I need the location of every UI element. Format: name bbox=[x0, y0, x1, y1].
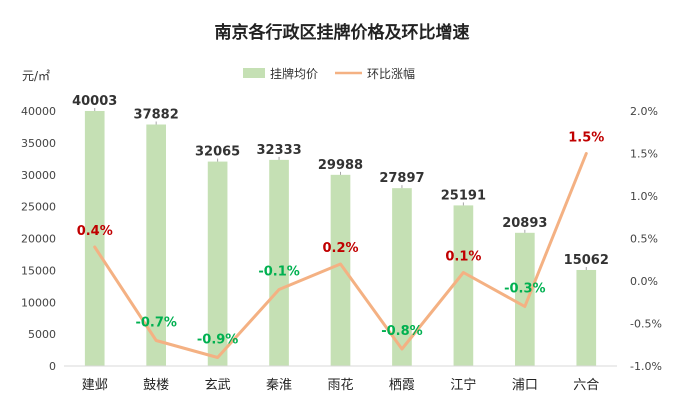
left-axis: 0 5000 10000 15000 20000 25000 30000 35000 40000 bbox=[21, 105, 56, 373]
leader-lines bbox=[94, 107, 587, 270]
right-tick-label: 1.5% bbox=[630, 148, 658, 161]
right-tick-label: 2.0% bbox=[630, 105, 658, 118]
category-label: 栖霞 bbox=[389, 378, 415, 393]
right-tick-label: 0.0% bbox=[630, 275, 658, 288]
category-label: 雨花 bbox=[327, 377, 353, 393]
growth-line bbox=[93, 152, 588, 359]
left-tick-label: 5000 bbox=[28, 328, 56, 341]
bar-value-label: 29988 bbox=[318, 158, 363, 173]
legend-label-line: 环比涨幅 bbox=[367, 66, 415, 81]
bar bbox=[84, 110, 105, 367]
bar-value-label: 37882 bbox=[134, 108, 179, 123]
pct-labels: 0.4% -0.7% -0.9% -0.1% 0.2% -0.8% 0.1% -0.3% 1.5… bbox=[77, 131, 605, 348]
category-label: 秦淮 bbox=[266, 378, 292, 393]
bar-value-label: 32065 bbox=[195, 145, 240, 160]
pct-label: -0.7% bbox=[135, 316, 176, 331]
bar-value-label: 15062 bbox=[564, 253, 609, 268]
pct-label: 0.4% bbox=[77, 224, 113, 239]
bar bbox=[576, 269, 597, 366]
pct-label: -0.9% bbox=[197, 333, 238, 348]
legend: 挂牌均价 环比涨幅 bbox=[243, 66, 415, 81]
left-tick-label: 0 bbox=[49, 360, 56, 373]
chart-title: 南京各行政区挂牌价格及环比增速 bbox=[215, 22, 470, 43]
left-tick-label: 10000 bbox=[21, 296, 56, 309]
left-tick-label: 20000 bbox=[21, 233, 56, 246]
category-label: 建邺 bbox=[82, 378, 108, 393]
bar bbox=[515, 232, 535, 366]
pct-label: -0.1% bbox=[258, 265, 299, 280]
category-label: 浦口 bbox=[512, 378, 538, 393]
bar-series bbox=[84, 110, 597, 367]
left-tick-label: 15000 bbox=[21, 264, 56, 277]
bar bbox=[330, 174, 351, 366]
right-tick-label: -0.5% bbox=[630, 318, 662, 331]
bar-value-label: 32333 bbox=[256, 143, 301, 158]
pct-label: -0.3% bbox=[504, 282, 545, 297]
bar-value-label: 27897 bbox=[379, 171, 424, 186]
pct-label: 0.2% bbox=[322, 241, 358, 256]
category-label: 六合 bbox=[573, 378, 599, 393]
bar bbox=[146, 124, 166, 366]
category-label: 江宁 bbox=[450, 377, 476, 393]
category-label: 玄武 bbox=[205, 378, 231, 393]
line-series bbox=[93, 152, 588, 359]
left-tick-label: 40000 bbox=[21, 105, 56, 118]
category-label: 鼓楼 bbox=[143, 378, 169, 393]
bar-value-label: 20893 bbox=[502, 216, 547, 231]
left-tick-label: 25000 bbox=[21, 201, 56, 214]
category-labels: 建邺 鼓楼 玄武 秦淮 雨花 栖霞 江宁 浦口 六合 bbox=[82, 377, 600, 393]
right-tick-label: -1.0% bbox=[630, 360, 662, 373]
legend-swatch-bar bbox=[243, 68, 265, 78]
pct-label: -0.8% bbox=[381, 324, 422, 339]
left-tick-label: 35000 bbox=[21, 137, 56, 150]
right-tick-label: 1.0% bbox=[630, 190, 658, 203]
y-axis-unit: 元/㎡ bbox=[22, 69, 50, 83]
bar bbox=[207, 161, 228, 366]
pct-label: 1.5% bbox=[568, 131, 604, 146]
bar bbox=[269, 159, 289, 366]
right-tick-label: 0.5% bbox=[630, 233, 658, 246]
left-tick-label: 30000 bbox=[21, 169, 56, 182]
bar bbox=[453, 205, 474, 366]
bar bbox=[392, 188, 412, 366]
legend-label-bar: 挂牌均价 bbox=[270, 67, 318, 81]
right-axis: -1.0% -0.5% 0.0% 0.5% 1.0% 1.5% 2.0% bbox=[630, 105, 662, 373]
bar-value-label: 25191 bbox=[441, 188, 486, 203]
bar-value-label: 40003 bbox=[72, 94, 117, 109]
bar-labels: 40003 37882 32065 32333 29988 27897 25191 20893… bbox=[72, 94, 609, 268]
pct-label: 0.1% bbox=[445, 250, 481, 265]
